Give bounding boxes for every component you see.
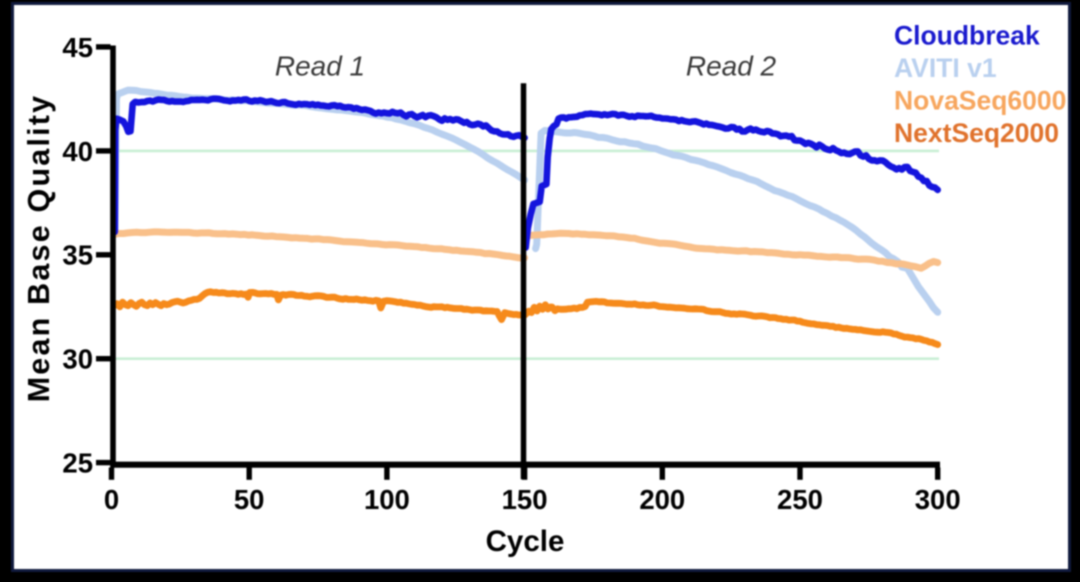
svg-text:40: 40 (62, 136, 93, 167)
svg-text:AVITI v1: AVITI v1 (894, 53, 997, 83)
svg-text:Cycle: Cycle (486, 525, 565, 558)
svg-text:100: 100 (364, 484, 410, 515)
svg-text:300: 300 (915, 484, 961, 515)
svg-text:NovaSeq6000: NovaSeq6000 (894, 86, 1066, 116)
svg-text:25: 25 (62, 448, 93, 479)
svg-text:NextSeq2000: NextSeq2000 (894, 118, 1059, 148)
svg-text:45: 45 (62, 32, 93, 63)
svg-text:30: 30 (62, 344, 93, 375)
svg-text:50: 50 (234, 484, 265, 515)
svg-text:35: 35 (62, 240, 93, 271)
svg-text:Read 2: Read 2 (686, 51, 777, 82)
svg-text:250: 250 (777, 484, 823, 515)
svg-text:Mean Base Quality: Mean Base Quality (22, 94, 56, 403)
svg-text:200: 200 (639, 484, 685, 515)
svg-text:Read 1: Read 1 (275, 51, 365, 82)
svg-text:Cloudbreak: Cloudbreak (894, 21, 1040, 51)
svg-text:150: 150 (502, 484, 548, 515)
svg-text:0: 0 (104, 484, 119, 515)
